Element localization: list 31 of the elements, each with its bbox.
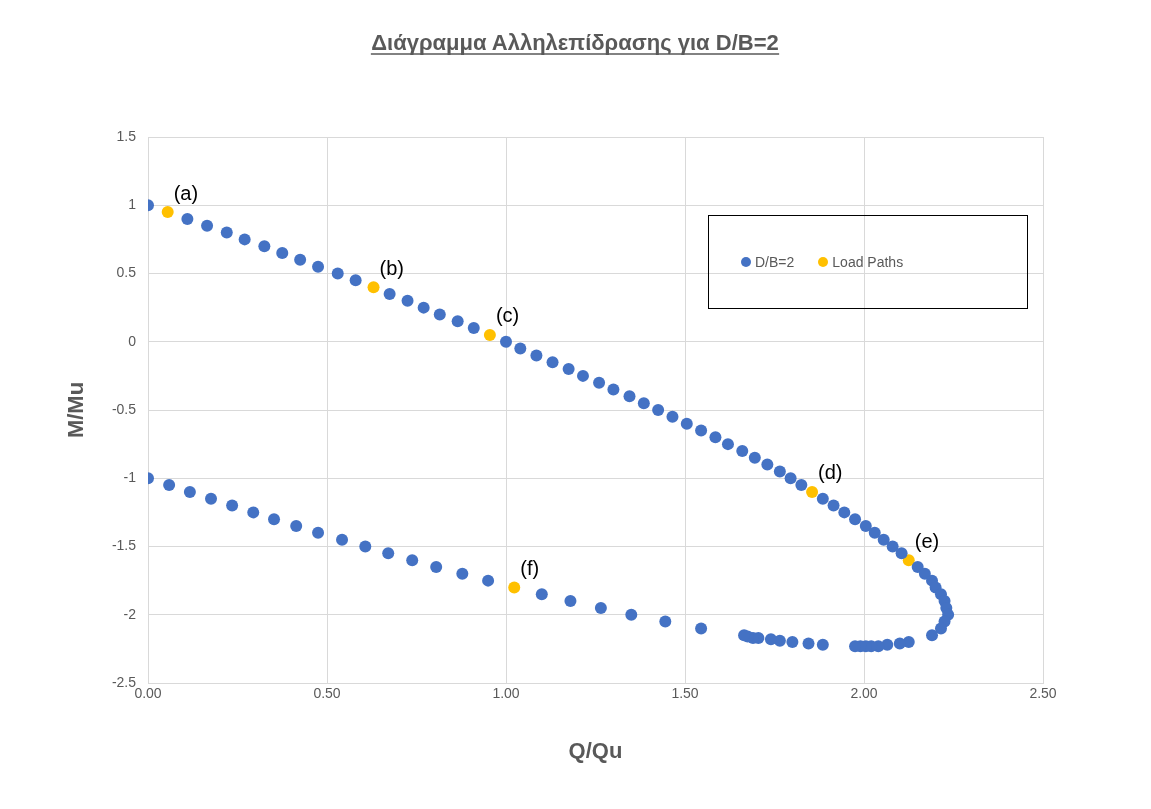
y-tick-label: -1 xyxy=(123,469,137,486)
point xyxy=(483,328,496,341)
point xyxy=(161,206,174,219)
y-axis-title: M/Mu xyxy=(63,381,89,439)
annotation: (b) xyxy=(379,256,404,279)
y-tick-label: -0.5 xyxy=(111,400,137,417)
annotation: (f) xyxy=(520,556,540,579)
point xyxy=(367,281,380,294)
annotation: (c) xyxy=(495,304,520,327)
y-tick-label: -1.5 xyxy=(111,537,137,554)
x-axis-title: Q/Qu xyxy=(568,737,623,763)
annotation: (a) xyxy=(173,181,199,204)
x-tick-label: 0.00 xyxy=(134,685,162,702)
x-tick-label: 2.00 xyxy=(850,685,878,702)
point xyxy=(806,485,819,498)
y-tick-label: 1.5 xyxy=(116,127,137,144)
y-tick-label: -2.5 xyxy=(111,673,137,690)
y-tick-label: 1 xyxy=(128,196,137,213)
x-tick-label: 1.50 xyxy=(671,685,699,702)
y-tick-label: 0 xyxy=(128,332,137,349)
legend-label: Load Paths xyxy=(832,254,904,270)
y-tick-label: 0.5 xyxy=(116,264,137,281)
y-tick-label: -2 xyxy=(123,605,137,622)
x-tick-label: 1.00 xyxy=(492,685,520,702)
x-tick-label: 0.50 xyxy=(313,685,341,702)
annotation: (d) xyxy=(818,461,843,484)
point xyxy=(508,581,521,594)
legend-label: D/B=2 xyxy=(755,254,795,270)
x-tick-label: 2.50 xyxy=(1029,685,1057,702)
chart-title: Διάγραμμα Αλληλεπίδρασης για D/B=2 xyxy=(371,30,779,55)
annotation: (e) xyxy=(914,529,940,552)
